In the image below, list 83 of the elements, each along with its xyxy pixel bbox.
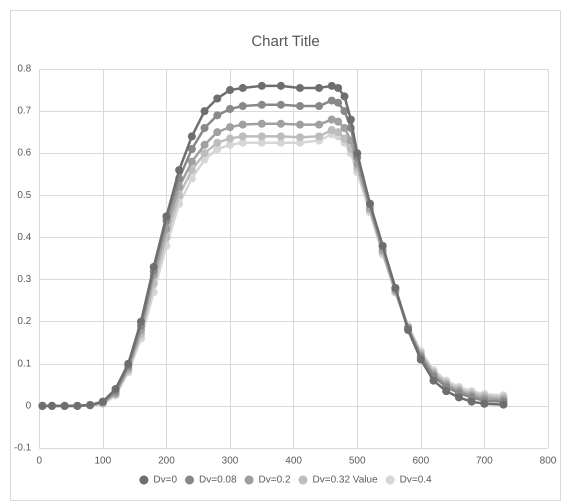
y-tick-label: 0.3 xyxy=(17,274,32,286)
point xyxy=(353,149,362,158)
point xyxy=(334,128,342,136)
point xyxy=(296,133,304,142)
point xyxy=(328,126,336,134)
point xyxy=(258,120,266,128)
x-tick-label: 800 xyxy=(540,456,557,466)
point xyxy=(258,100,266,109)
point xyxy=(340,134,348,142)
point xyxy=(296,102,304,110)
point xyxy=(328,96,336,105)
y-tick-label: 0.7 xyxy=(17,106,32,117)
point xyxy=(315,84,324,92)
point xyxy=(404,326,412,334)
point xyxy=(226,123,234,132)
y-tick-label: 0.6 xyxy=(17,148,32,159)
point xyxy=(258,82,266,90)
x-tick-label: 700 xyxy=(476,456,494,466)
point xyxy=(238,102,247,110)
point xyxy=(499,400,508,409)
point xyxy=(213,111,222,120)
point xyxy=(150,262,158,271)
point xyxy=(276,100,285,109)
x-tick-label: 100 xyxy=(94,456,112,466)
point xyxy=(200,140,209,149)
legend-label: Dv=0.32 Value xyxy=(312,474,378,486)
point xyxy=(296,120,304,129)
point xyxy=(200,149,209,158)
point xyxy=(416,356,425,364)
chart-title: Chart Title xyxy=(251,33,320,50)
point xyxy=(276,132,285,140)
y-tick-label: 0 xyxy=(26,400,32,412)
y-tick-label: 0.5 xyxy=(17,190,32,201)
point xyxy=(213,94,222,102)
point xyxy=(226,105,234,114)
legend-label: Dv=0.08 xyxy=(199,474,237,486)
y-tick-label: -0.1 xyxy=(14,442,32,454)
point xyxy=(238,132,247,140)
point xyxy=(226,86,234,94)
legend-label: Dv=0.2 xyxy=(258,474,291,486)
point xyxy=(480,400,488,408)
point xyxy=(226,134,234,142)
point xyxy=(315,120,324,129)
x-tick-label: 600 xyxy=(412,456,430,466)
point xyxy=(188,145,196,154)
point xyxy=(334,84,342,92)
point xyxy=(340,92,348,100)
y-tick-label: 0.4 xyxy=(17,232,32,243)
y-tick-label: 0.1 xyxy=(17,358,32,370)
point xyxy=(328,116,336,124)
x-tick-label: 500 xyxy=(348,456,366,466)
point xyxy=(430,376,438,385)
point xyxy=(454,393,463,402)
x-tick-label: 0 xyxy=(36,456,42,466)
point xyxy=(276,82,285,90)
x-tick-label: 400 xyxy=(285,456,302,466)
point xyxy=(442,387,450,396)
point xyxy=(334,118,342,126)
point xyxy=(213,128,222,136)
point xyxy=(175,166,184,174)
point xyxy=(188,158,196,166)
point xyxy=(188,132,196,140)
point xyxy=(315,102,324,110)
point xyxy=(200,107,209,116)
point xyxy=(296,84,304,92)
legend-label: Dv=0 xyxy=(153,474,178,486)
legend-label: Dv=0.4 xyxy=(400,474,432,486)
point xyxy=(315,132,324,140)
x-tick-label: 300 xyxy=(222,456,239,466)
point xyxy=(276,120,285,128)
x-tick-label: 200 xyxy=(158,456,176,466)
point xyxy=(200,124,209,132)
point xyxy=(258,132,266,140)
point xyxy=(468,398,476,406)
y-tick-label: 0.8 xyxy=(17,64,32,74)
point xyxy=(238,84,247,92)
point xyxy=(162,212,170,220)
point xyxy=(334,98,342,107)
point xyxy=(346,116,355,124)
point xyxy=(136,318,145,326)
point xyxy=(213,138,222,147)
point xyxy=(238,120,247,129)
y-tick-label: 0.2 xyxy=(17,316,32,328)
